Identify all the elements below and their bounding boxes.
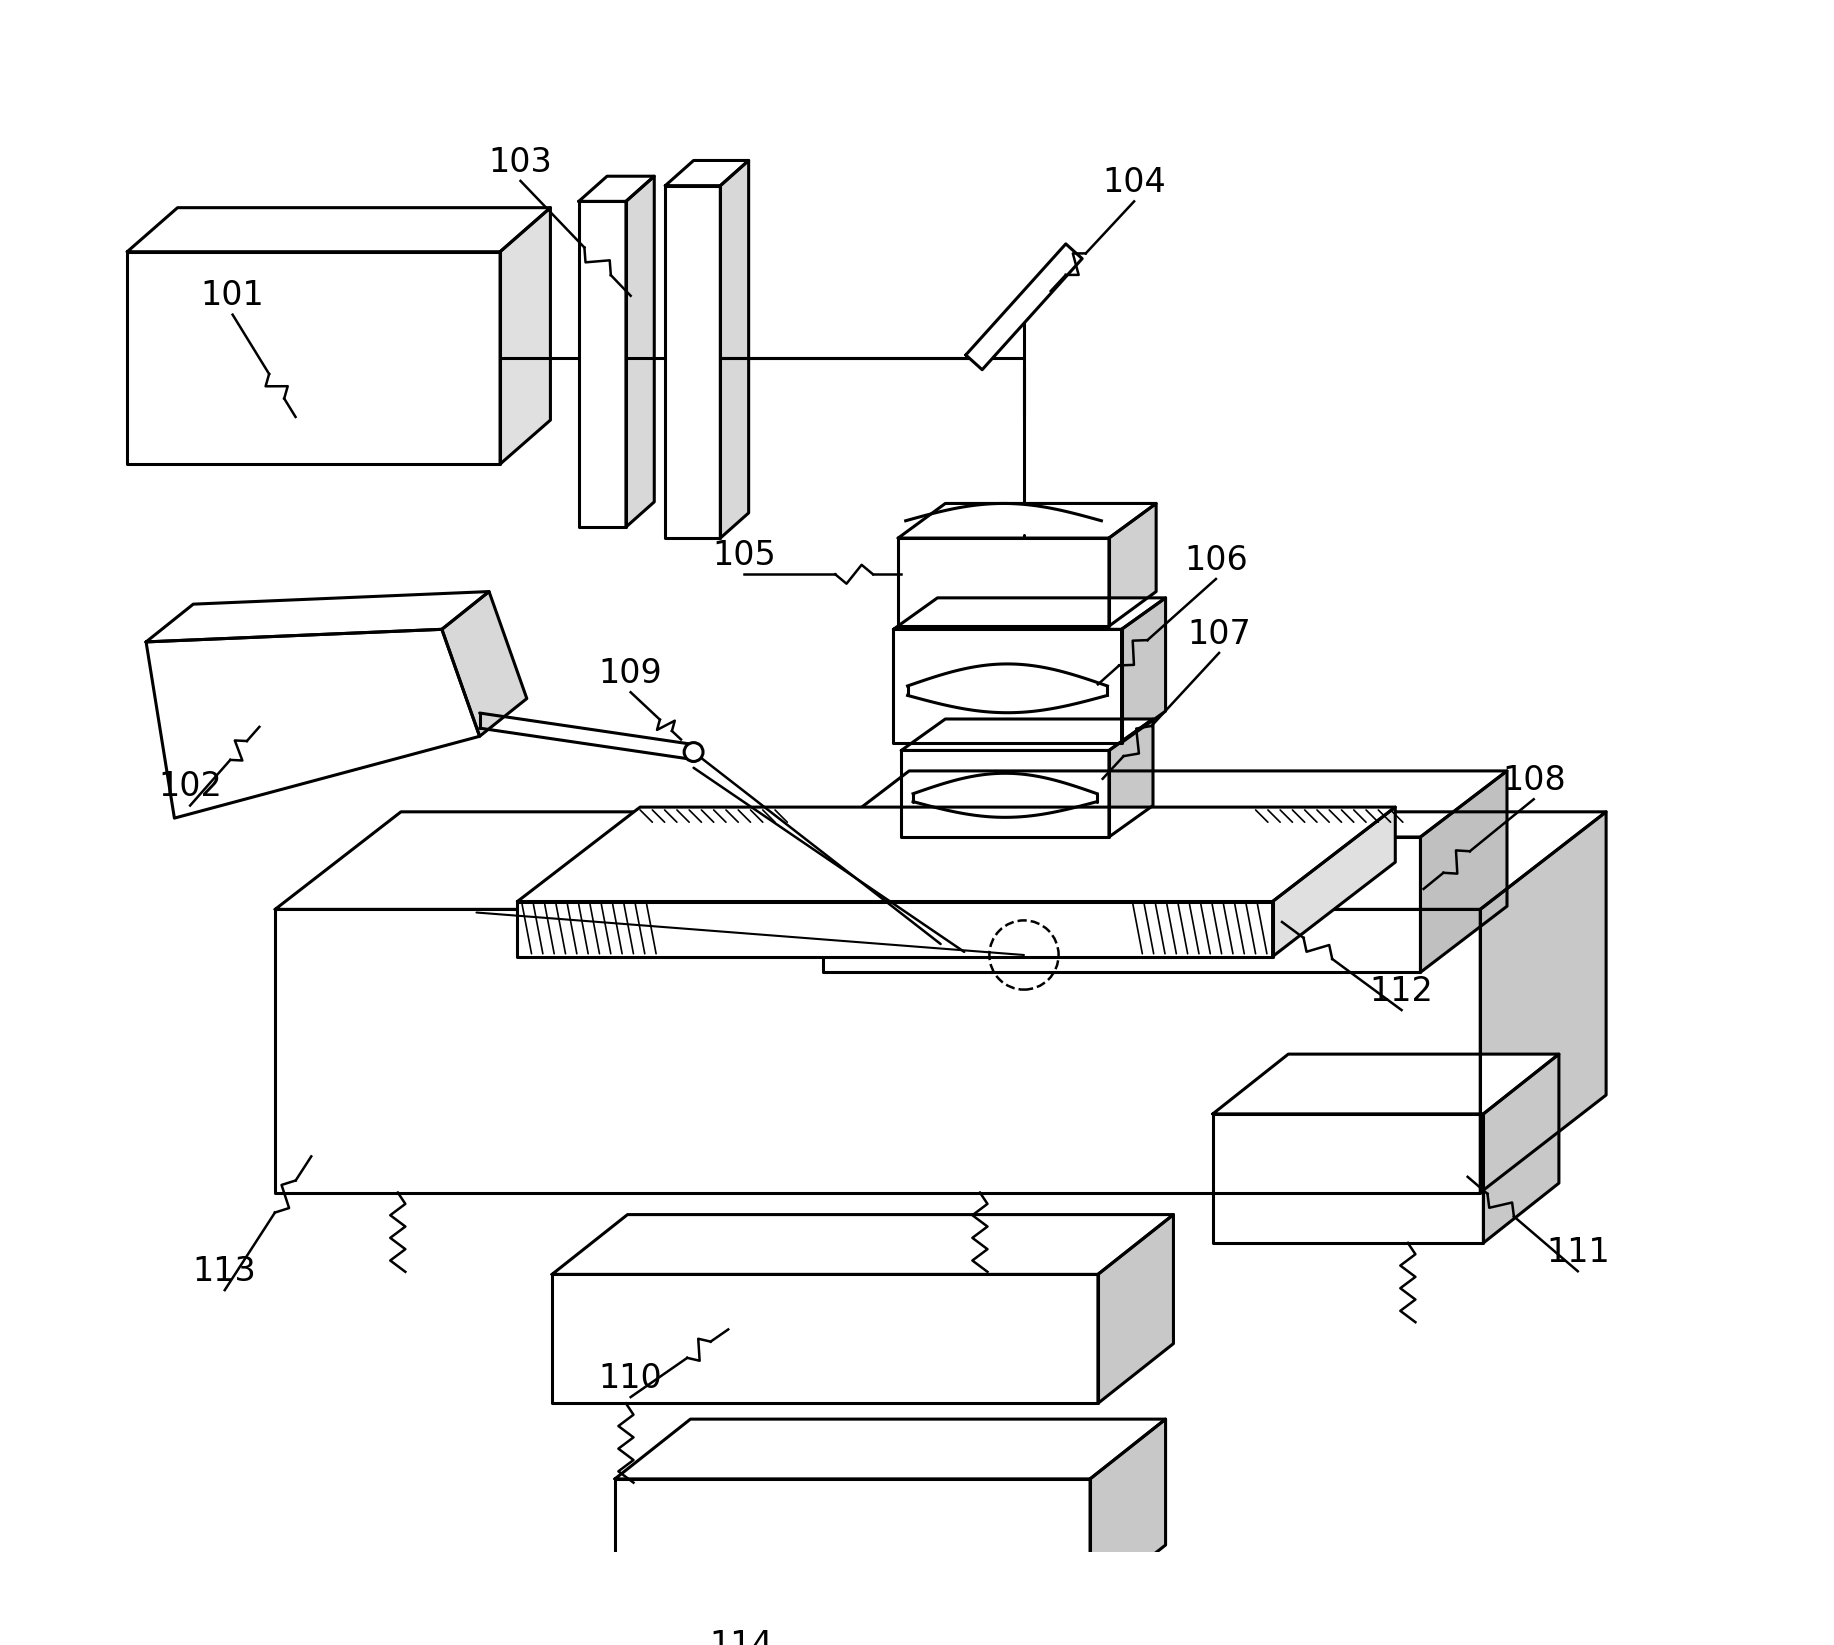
Polygon shape: [899, 503, 1155, 538]
Text: 107: 107: [1187, 617, 1251, 650]
Polygon shape: [1480, 813, 1607, 1193]
Polygon shape: [127, 207, 550, 252]
Polygon shape: [1122, 597, 1166, 742]
Polygon shape: [580, 176, 655, 201]
Text: 114: 114: [710, 1629, 772, 1645]
Polygon shape: [1212, 1114, 1484, 1244]
Polygon shape: [893, 597, 1166, 630]
Text: 103: 103: [488, 145, 552, 179]
Polygon shape: [147, 630, 481, 818]
Polygon shape: [580, 201, 625, 526]
Polygon shape: [517, 901, 1273, 957]
Polygon shape: [721, 161, 748, 538]
Text: 104: 104: [1102, 166, 1166, 199]
Polygon shape: [517, 808, 1396, 901]
Polygon shape: [1110, 719, 1154, 837]
Polygon shape: [967, 243, 1082, 370]
Circle shape: [684, 742, 702, 762]
Polygon shape: [147, 592, 490, 642]
Polygon shape: [552, 1275, 1099, 1403]
Polygon shape: [442, 592, 526, 737]
Polygon shape: [275, 813, 1607, 910]
Text: 111: 111: [1546, 1235, 1610, 1268]
Polygon shape: [552, 1214, 1174, 1275]
Text: 102: 102: [158, 770, 222, 803]
Polygon shape: [1484, 1054, 1559, 1244]
Text: 101: 101: [200, 280, 264, 313]
Text: 105: 105: [712, 540, 776, 572]
Polygon shape: [1089, 1420, 1166, 1606]
Polygon shape: [275, 910, 1480, 1193]
Polygon shape: [1273, 808, 1396, 957]
Polygon shape: [823, 837, 1421, 972]
Polygon shape: [625, 176, 655, 526]
Polygon shape: [614, 1420, 1166, 1479]
Polygon shape: [614, 1479, 1089, 1606]
Polygon shape: [501, 207, 550, 464]
Text: 112: 112: [1370, 975, 1434, 1008]
Polygon shape: [1110, 503, 1155, 627]
Text: 110: 110: [598, 1362, 662, 1395]
Polygon shape: [1421, 772, 1508, 972]
Text: 108: 108: [1502, 763, 1566, 796]
Text: 106: 106: [1185, 543, 1247, 577]
Text: 109: 109: [598, 656, 662, 689]
Polygon shape: [900, 750, 1110, 837]
Polygon shape: [900, 719, 1154, 750]
Polygon shape: [1212, 1054, 1559, 1114]
Polygon shape: [893, 630, 1122, 742]
Polygon shape: [127, 252, 501, 464]
Polygon shape: [666, 186, 721, 538]
Polygon shape: [899, 538, 1110, 627]
Text: 113: 113: [193, 1255, 257, 1288]
Polygon shape: [823, 772, 1508, 837]
Polygon shape: [666, 161, 748, 186]
Polygon shape: [1099, 1214, 1174, 1403]
